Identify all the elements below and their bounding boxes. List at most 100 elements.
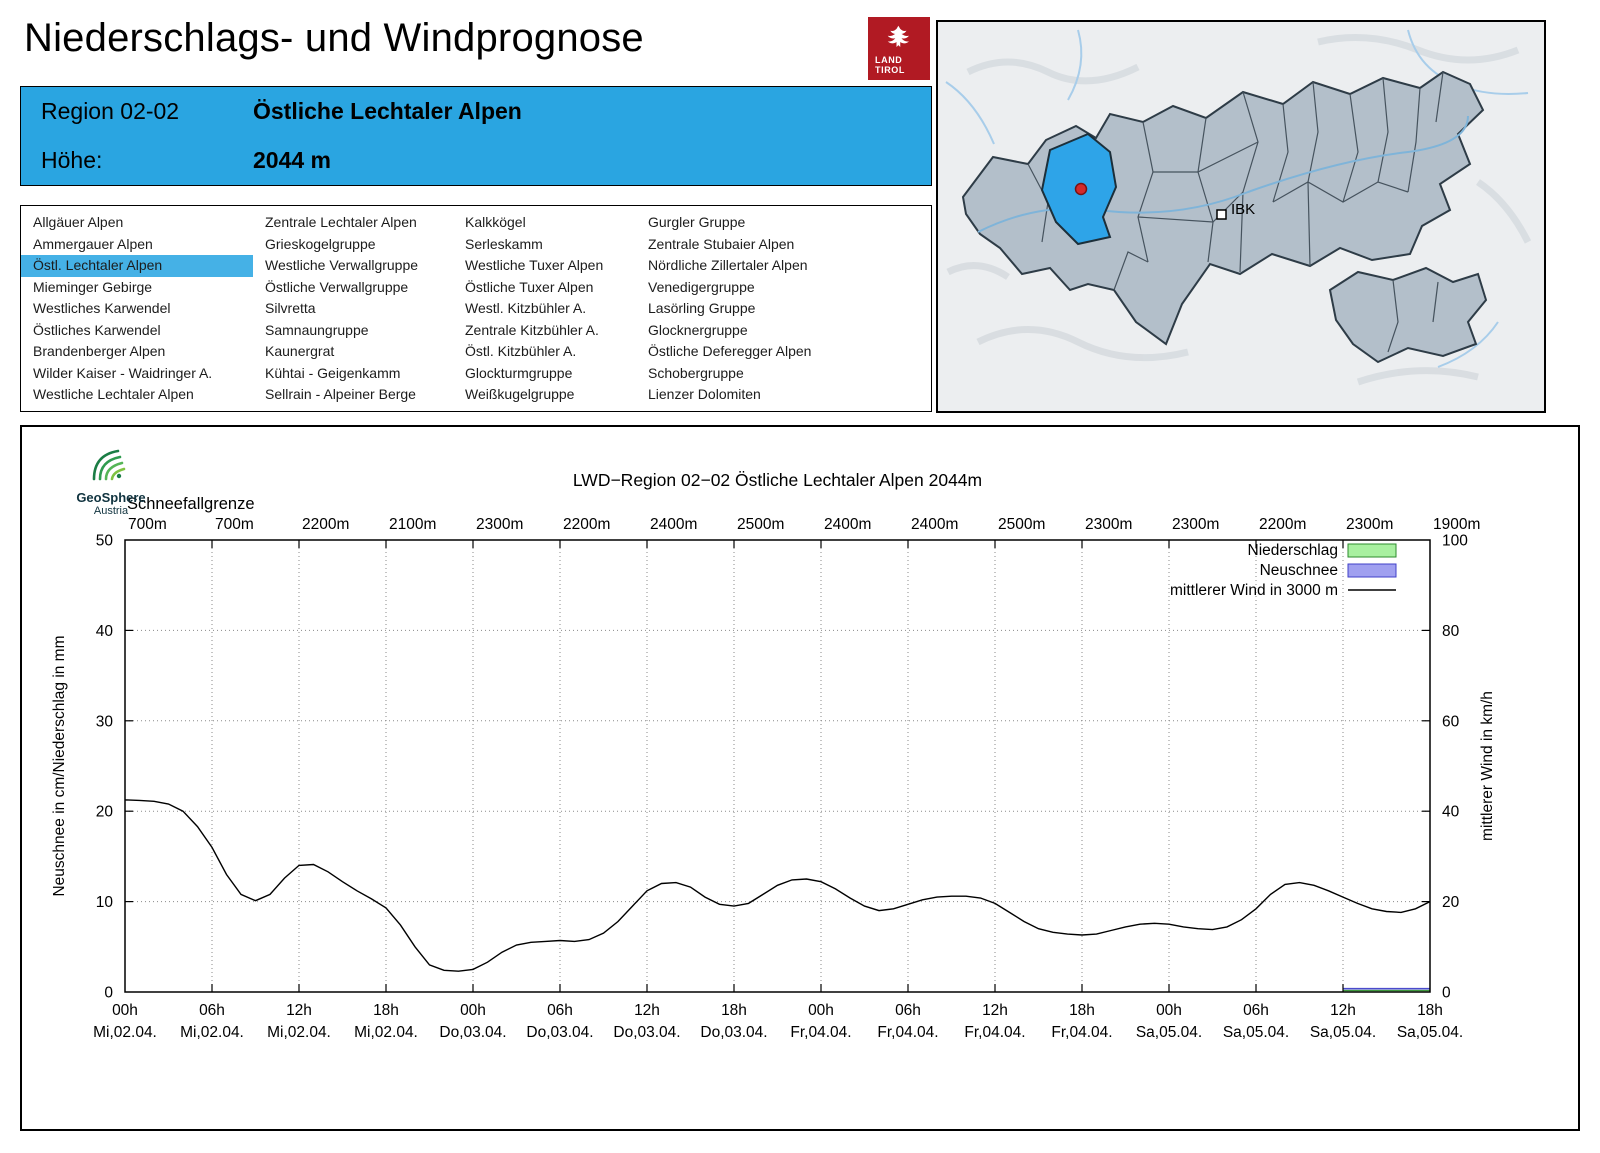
svg-text:40: 40 (96, 623, 114, 640)
ibk-marker (1216, 209, 1227, 220)
svg-text:06h: 06h (199, 1002, 225, 1019)
svg-text:0: 0 (104, 985, 113, 1002)
svg-text:Niederschlag: Niederschlag (1248, 542, 1338, 559)
svg-text:Fr,04.04.: Fr,04.04. (1051, 1024, 1112, 1041)
region-boundaries (1027, 71, 1444, 353)
geosphere-name: GeoSphere (76, 490, 146, 505)
svg-text:18h: 18h (721, 1002, 747, 1019)
svg-text:2300m: 2300m (1085, 516, 1132, 533)
svg-text:0: 0 (1442, 985, 1451, 1002)
chart-panel: 00h Mi,02.04. 700m 06h Mi,02.04. 700m 12h Mi,02… (20, 425, 1580, 1131)
svg-text:2400m: 2400m (911, 516, 958, 533)
svg-text:Mi,02.04.: Mi,02.04. (267, 1024, 331, 1041)
region-list-item[interactable]: Wilder Kaiser - Waidringer A. (33, 364, 213, 381)
region-list-item[interactable]: Nördliche Zillertaler Alpen (648, 257, 808, 273)
svg-text:12h: 12h (1330, 1002, 1356, 1019)
tirol-map-svg[interactable]: IBK (938, 22, 1544, 411)
svg-text:20: 20 (96, 804, 114, 821)
tirol-map[interactable]: IBK (936, 20, 1546, 413)
svg-text:Mi,02.04.: Mi,02.04. (354, 1024, 418, 1041)
region-name: Östliche Lechtaler Alpen (253, 98, 522, 124)
region-list-item[interactable]: Westl. Kitzbühler A. (465, 300, 587, 316)
region-list-item[interactable]: Westliche Tuxer Alpen (465, 257, 604, 273)
plot-frame (124, 539, 1431, 993)
svg-text:12h: 12h (634, 1002, 660, 1019)
svg-text:2200m: 2200m (1259, 516, 1306, 533)
region-list-item[interactable]: Westliche Verwallgruppe (265, 257, 419, 273)
svg-text:00h: 00h (460, 1002, 486, 1019)
region-list-item[interactable]: Zentrale Stubaier Alpen (648, 235, 795, 252)
svg-text:Mi,02.04.: Mi,02.04. (180, 1024, 244, 1041)
geosphere-country: Austria (93, 505, 129, 517)
svg-text:2400m: 2400m (824, 516, 871, 533)
region-list-item[interactable]: Westliches Karwendel (33, 300, 171, 316)
region-list-item[interactable]: Weißkugelgruppe (465, 386, 575, 402)
svg-text:2400m: 2400m (650, 516, 697, 533)
region-list-item[interactable]: Östliche Verwallgruppe (265, 278, 409, 295)
region-list-item[interactable]: Östl. Kitzbühler A. (465, 343, 577, 359)
chart-legend: Niederschlag Neuschnee mittlerer Wind in 3… (1170, 542, 1397, 599)
map-terrain (946, 34, 1532, 386)
region-list-item[interactable]: Brandenberger Alpen (33, 343, 166, 359)
region-list-item[interactable]: Serleskamm (465, 235, 543, 252)
svg-text:100: 100 (1442, 533, 1468, 550)
altitude-value: 2044 m (253, 147, 332, 173)
region-list-item[interactable]: Östl. Lechtaler Alpen (21, 255, 253, 277)
svg-text:40: 40 (1442, 804, 1460, 821)
region-list-item[interactable]: Zentrale Kitzbühler A. (465, 321, 599, 338)
svg-text:20: 20 (1442, 894, 1460, 911)
svg-text:700m: 700m (128, 516, 167, 533)
svg-text:Do,03.04.: Do,03.04. (526, 1024, 593, 1041)
region-list-item[interactable]: Kühtai - Geigenkamm (265, 364, 401, 381)
geosphere-logo: GeoSphere Austria (56, 443, 166, 517)
page-title: Niederschlags- und Windprognose (24, 16, 644, 60)
region-list-item[interactable]: Mieminger Gebirge (33, 278, 153, 295)
region-list-item[interactable]: Westliche Lechtaler Alpen (33, 386, 194, 402)
region-list-item[interactable]: Gurgler Gruppe (648, 214, 746, 230)
svg-text:2200m: 2200m (302, 516, 349, 533)
svg-text:12h: 12h (286, 1002, 312, 1019)
svg-text:80: 80 (1442, 623, 1460, 640)
tirol-eagle-icon (887, 25, 909, 47)
region-list-item[interactable]: Lienzer Dolomiten (648, 386, 761, 402)
svg-text:12h: 12h (982, 1002, 1008, 1019)
svg-text:Fr,04.04.: Fr,04.04. (964, 1024, 1025, 1041)
geosphere-arcs-icon (92, 449, 126, 481)
svg-text:50: 50 (96, 533, 114, 550)
svg-text:1900m: 1900m (1433, 516, 1480, 533)
region-list-item[interactable]: Östliche Tuxer Alpen (465, 278, 594, 295)
svg-text:10: 10 (96, 894, 114, 911)
region-list-item[interactable]: Sellrain - Alpeiner Berge (265, 386, 416, 402)
region-list-item[interactable]: Glockturmgruppe (465, 364, 573, 381)
region-list-item[interactable]: Schobergruppe (648, 364, 744, 381)
snowline-heading: Schneefallgrenze (127, 495, 255, 513)
region-list-item[interactable]: Östliches Karwendel (33, 321, 161, 338)
region-list-item[interactable]: Silvretta (265, 300, 316, 316)
region-list-item[interactable]: Ammergauer Alpen (33, 235, 153, 252)
svg-text:06h: 06h (547, 1002, 573, 1019)
region-list-item[interactable]: Grieskogelgruppe (265, 235, 376, 252)
svg-text:2100m: 2100m (389, 516, 436, 533)
region-list-item[interactable]: Samnaungruppe (265, 321, 369, 338)
svg-text:Do,03.04.: Do,03.04. (700, 1024, 767, 1041)
altitude-label: Höhe: (41, 147, 103, 173)
east-tirol-outline (1328, 266, 1488, 364)
land-tirol-logo: LAND TIROL (868, 17, 930, 80)
region-list-item[interactable]: Allgäuer Alpen (33, 214, 124, 230)
region-list-item[interactable]: Zentrale Lechtaler Alpen (265, 214, 417, 230)
region-list-item[interactable]: Kalkkögel (465, 214, 526, 230)
svg-text:18h: 18h (373, 1002, 399, 1019)
region-list-item[interactable]: Östliche Deferegger Alpen (648, 343, 812, 359)
wind-line (124, 799, 1431, 972)
axis-labels: 00h Mi,02.04. 700m 06h Mi,02.04. 700m 12h Mi,02… (93, 495, 1480, 1041)
region-list-item[interactable]: Kaunergrat (265, 343, 335, 359)
tirol-logo-text: LAND TIROL (875, 55, 905, 75)
region-list-item[interactable]: Venedigergruppe (648, 278, 755, 295)
svg-text:2300m: 2300m (476, 516, 523, 533)
right-axis-title: mittlerer Wind in km/h (1479, 691, 1496, 841)
region-list-item[interactable]: Glocknergruppe (648, 321, 748, 338)
forecast-chart: 00h Mi,02.04. 700m 06h Mi,02.04. 700m 12h Mi,02… (51, 470, 1496, 1041)
chart-title: LWD−Region 02−02 Östliche Lechtaler Alpe… (573, 470, 982, 490)
svg-text:2300m: 2300m (1346, 516, 1393, 533)
region-list-item[interactable]: Lasörling Gruppe (648, 300, 756, 316)
